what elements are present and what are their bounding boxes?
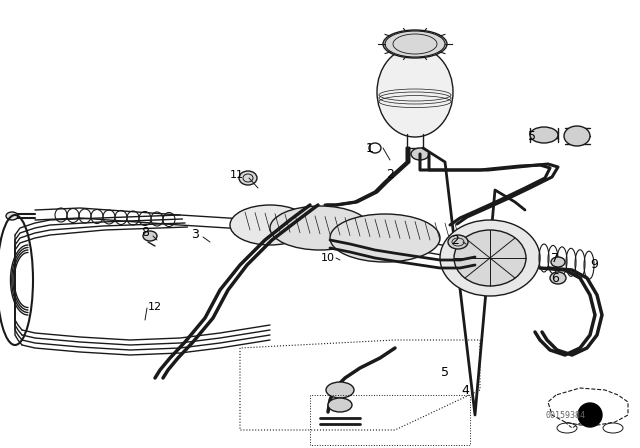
Ellipse shape (440, 220, 540, 296)
Ellipse shape (530, 127, 558, 143)
Ellipse shape (270, 206, 370, 250)
Ellipse shape (550, 272, 566, 284)
Text: 2: 2 (451, 233, 459, 246)
Text: 1: 1 (366, 142, 374, 155)
Ellipse shape (239, 171, 257, 185)
Ellipse shape (326, 382, 354, 398)
Text: 6: 6 (551, 271, 559, 284)
Ellipse shape (551, 257, 565, 267)
Text: 11: 11 (230, 170, 244, 180)
Ellipse shape (328, 398, 352, 412)
Ellipse shape (564, 126, 590, 146)
Text: 8: 8 (141, 227, 149, 240)
Ellipse shape (330, 214, 440, 262)
Text: 5: 5 (441, 366, 449, 379)
Ellipse shape (454, 230, 526, 286)
Circle shape (578, 403, 602, 427)
Text: 00159384: 00159384 (545, 410, 585, 419)
Ellipse shape (6, 212, 18, 220)
Ellipse shape (411, 148, 429, 160)
Text: 2: 2 (386, 168, 394, 181)
Text: 10: 10 (321, 253, 335, 263)
Ellipse shape (448, 235, 468, 249)
Text: 3: 3 (191, 228, 199, 241)
Ellipse shape (230, 205, 310, 245)
Text: 7: 7 (551, 251, 559, 264)
Ellipse shape (383, 30, 447, 58)
Text: 4: 4 (461, 383, 469, 396)
Ellipse shape (377, 47, 453, 137)
Text: 9: 9 (590, 258, 598, 271)
Text: 12: 12 (148, 302, 162, 312)
Text: 5: 5 (528, 130, 536, 143)
Ellipse shape (143, 231, 157, 241)
